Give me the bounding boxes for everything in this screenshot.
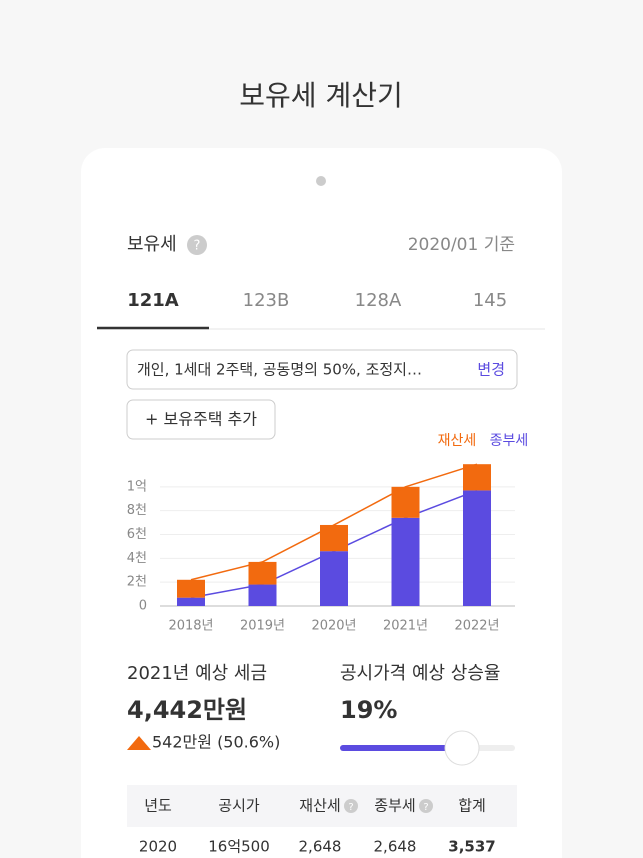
table-header: 합계 bbox=[458, 797, 486, 815]
trend-line bbox=[190, 463, 478, 581]
basis-date: 2020/01 기준 bbox=[408, 235, 515, 255]
chart: 0 2천 4천 6천 8천 1억 2018년 2019년 2020년 2021년 2022년 재산세 종… bbox=[127, 433, 529, 634]
bar-segment bbox=[177, 597, 205, 606]
page-title: 보유세 계산기 bbox=[239, 79, 402, 112]
rate-value: 19% bbox=[340, 696, 397, 724]
bar-segment bbox=[248, 561, 277, 585]
add-button-text[interactable]: + 보유주택 추가 bbox=[145, 410, 257, 429]
tab[interactable]: 128A bbox=[355, 290, 402, 311]
y-tick-label: 8천 bbox=[127, 503, 147, 518]
x-tick-label: 2021년 bbox=[383, 619, 428, 634]
condition-box[interactable] bbox=[126, 349, 518, 390]
bar-segment bbox=[320, 551, 348, 606]
handle-dot bbox=[316, 176, 326, 186]
y-tick-label: 2천 bbox=[127, 575, 147, 590]
table-cell: 2,648 bbox=[374, 838, 417, 856]
x-tick-label: 2018년 bbox=[168, 619, 213, 634]
help-icon-text[interactable]: ? bbox=[194, 239, 201, 254]
table-header: 재산세 bbox=[299, 797, 340, 815]
tab[interactable]: 145 bbox=[473, 290, 507, 311]
bar-segment bbox=[320, 524, 348, 552]
y-tick-label: 6천 bbox=[127, 527, 147, 542]
table-cell: 2020 bbox=[139, 838, 177, 856]
table-cell: 2,648 bbox=[299, 838, 342, 856]
estimate-change: 542만원 (50.6%) bbox=[152, 733, 280, 752]
table-cell: 16억500 bbox=[208, 838, 270, 856]
table-header-bg bbox=[127, 785, 517, 827]
help-icon-text[interactable]: ? bbox=[423, 802, 428, 813]
table-cell: 3,537 bbox=[448, 838, 495, 856]
table-header: 종부세 bbox=[374, 797, 415, 815]
estimate-title: 2021년 예상 세금 bbox=[127, 663, 267, 684]
help-icon[interactable] bbox=[419, 799, 433, 813]
bar-segment bbox=[248, 584, 277, 606]
x-tick-label: 2022년 bbox=[454, 619, 499, 634]
tab[interactable]: 121A bbox=[127, 290, 179, 311]
bar-segment bbox=[463, 490, 491, 606]
bar-segment bbox=[391, 517, 420, 606]
up-arrow bbox=[127, 736, 151, 750]
slider-fill bbox=[340, 745, 462, 751]
section-label: 보유세 bbox=[127, 234, 177, 255]
card bbox=[81, 148, 562, 858]
slider-knob[interactable] bbox=[444, 730, 480, 766]
table-header: 공시가 bbox=[218, 797, 260, 815]
y-tick-label: 0 bbox=[139, 599, 147, 614]
bar-segment bbox=[177, 579, 205, 598]
bar-segment bbox=[463, 464, 491, 491]
y-tick-label: 1억 bbox=[127, 479, 147, 494]
help-icon[interactable] bbox=[344, 799, 358, 813]
legend-entry: 종부세 bbox=[490, 433, 529, 449]
y-tick-label: 4천 bbox=[127, 551, 147, 566]
help-icon[interactable] bbox=[187, 235, 207, 255]
add-button[interactable] bbox=[126, 399, 276, 440]
legend-entry: 재산세 bbox=[438, 433, 477, 449]
table-header: 년도 bbox=[144, 797, 172, 815]
condition-text: 개인, 1세대 2주택, 공동명의 50%, 조정지… bbox=[137, 361, 422, 379]
estimate-amount: 4,442만원 bbox=[127, 696, 247, 724]
tab[interactable]: 123B bbox=[243, 290, 290, 311]
x-tick-label: 2020년 bbox=[311, 619, 356, 634]
rate-title: 공시가격 예상 상승율 bbox=[340, 663, 500, 684]
help-icon-text[interactable]: ? bbox=[348, 802, 353, 813]
change-link[interactable]: 변경 bbox=[477, 361, 505, 379]
x-tick-label: 2019년 bbox=[240, 619, 285, 634]
